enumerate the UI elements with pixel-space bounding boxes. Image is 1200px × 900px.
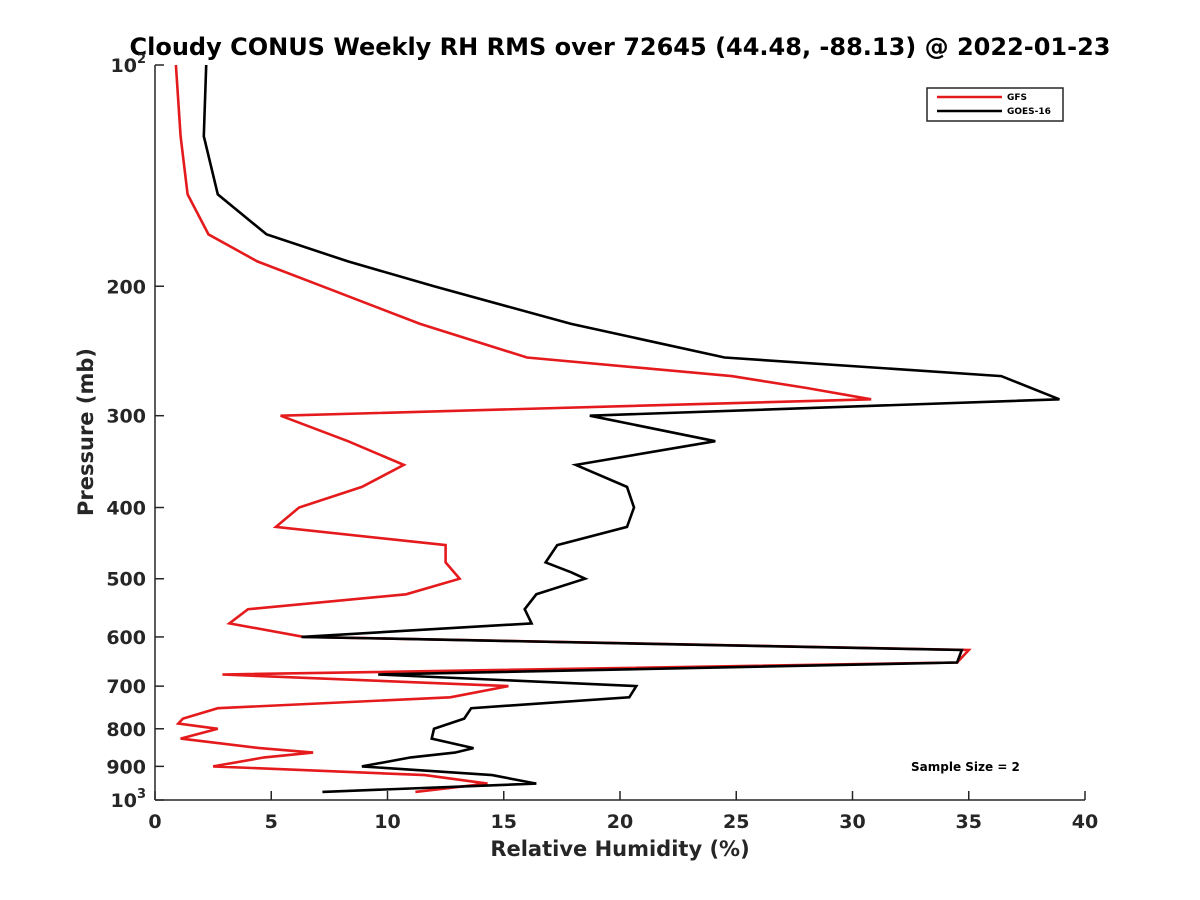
series-layer — [174, 64, 1060, 794]
x-tick-label: 25 — [723, 811, 749, 833]
y-tick-label: 103 — [111, 787, 147, 812]
plot-area: 0 5 10 15 20 25 30 35 40 102 200 300 400 500 600 700 80… — [106, 52, 1098, 833]
y-tick-label: 800 — [106, 719, 146, 741]
legend-label-gfs: GFS — [1007, 93, 1027, 103]
x-axis-ticks: 0 5 10 15 20 25 30 35 40 — [148, 791, 1098, 833]
y-axis-ticks: 102 200 300 400 500 600 700 800 900 103 — [106, 52, 164, 812]
x-tick-label: 0 — [148, 811, 161, 833]
y-tick-label: 700 — [106, 676, 146, 698]
y-tick-label: 500 — [106, 569, 146, 591]
x-tick-label: 35 — [956, 811, 982, 833]
legend: GFS GOES-16 — [926, 87, 1064, 122]
sample-size-annotation: Sample Size = 2 — [911, 760, 1020, 774]
y-tick-label: 400 — [106, 498, 146, 520]
y-tick-label: 900 — [106, 756, 146, 778]
series-line-gfs — [174, 64, 972, 794]
series-line-goes16 — [202, 64, 1060, 794]
y-tick-label: 300 — [106, 406, 146, 428]
x-tick-label: 10 — [374, 811, 400, 833]
x-tick-label: 20 — [607, 811, 633, 833]
legend-label-goes16: GOES-16 — [1007, 107, 1051, 117]
legend-box — [926, 87, 1064, 122]
y-tick-label: 600 — [106, 627, 146, 649]
x-tick-label: 30 — [839, 811, 865, 833]
x-tick-label: 15 — [491, 811, 517, 833]
chart-title: Cloudy CONUS Weekly RH RMS over 72645 (4… — [130, 33, 1111, 61]
y-tick-label: 200 — [106, 276, 146, 298]
x-tick-label: 5 — [265, 811, 278, 833]
y-tick-label: 102 — [111, 52, 147, 77]
x-tick-label: 40 — [1072, 811, 1098, 833]
x-axis-label: Relative Humidity (%) — [490, 837, 749, 861]
y-axis-label: Pressure (mb) — [74, 348, 98, 516]
